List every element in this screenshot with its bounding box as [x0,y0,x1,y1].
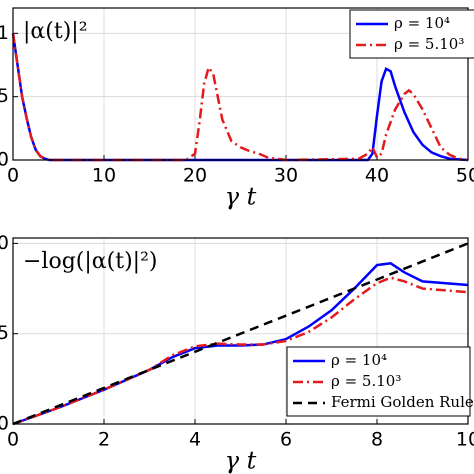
y-tick-label: 10 [0,232,9,254]
x-tick-label: 50 [456,165,474,187]
legend-label: ρ = 5.10³ [331,372,401,390]
x-tick-label: 0 [7,429,19,451]
x-tick-label: 6 [280,429,292,451]
y-tick-label: 0 [0,149,9,171]
chart-title: −log(|α(t)|²) [23,249,157,274]
legend-box [349,9,474,59]
y-tick-label: 0.5 [0,85,9,107]
x-tick-label: 30 [274,165,298,187]
series-line [12,276,469,426]
x-tick-label: 8 [371,429,383,451]
axes-frame [12,237,469,425]
x-tick-label: 4 [189,429,201,451]
y-tick-label: 1 [0,22,9,44]
x-tick-label: 10 [456,429,474,451]
x-tick-label: 40 [365,165,389,187]
x-tick-label: 10 [92,165,116,187]
y-tick-label: 0 [0,413,9,435]
legend-label: ρ = 10⁴ [331,351,387,369]
x-axis-label: γ t [225,183,257,211]
x-tick-label: 2 [98,429,110,451]
x-axis-label: γ t [225,447,257,474]
legend-label: ρ = 10⁴ [394,14,450,32]
series-line [11,33,469,162]
legend-label: ρ = 5.10³ [394,35,464,53]
series-line [12,242,469,426]
x-tick-label: 20 [183,165,207,187]
y-tick-label: 5 [0,322,9,344]
axes-frame [12,7,469,161]
legend-label: Fermi Golden Rule [331,393,474,411]
x-tick-label: 0 [7,165,19,187]
chart-title: |α(t)|² [23,19,88,44]
